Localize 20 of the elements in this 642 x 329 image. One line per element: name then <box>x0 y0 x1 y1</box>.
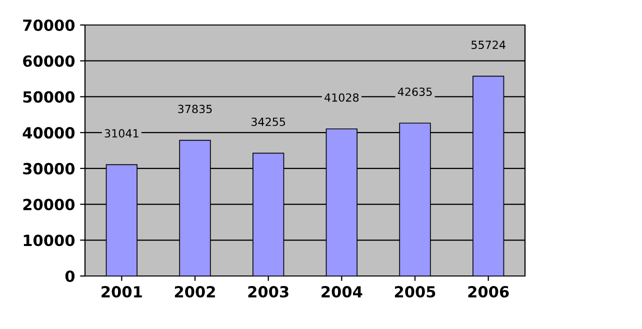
x-tick-label: 2003 <box>248 286 288 298</box>
data-label: 34255 <box>252 118 286 126</box>
data-label: 42635 <box>398 88 432 96</box>
data-label: 31041 <box>104 129 138 138</box>
y-tick-label: 60000 <box>23 55 75 67</box>
y-tick-label: 70000 <box>23 19 75 32</box>
x-tick-label: 2002 <box>174 286 215 298</box>
y-tick-label: 50000 <box>23 91 75 103</box>
y-tick-label: 30000 <box>23 162 75 174</box>
data-label: 41028 <box>324 93 359 102</box>
x-tick-label: 2004 <box>322 286 362 298</box>
x-tick-label: 2005 <box>394 286 436 298</box>
y-tick-label: 20000 <box>23 198 75 210</box>
data-label: 55724 <box>472 40 506 50</box>
y-tick-label: 0 <box>65 270 75 282</box>
y-tick-label: 10000 <box>24 234 75 246</box>
x-tick-label: 2001 <box>102 286 142 298</box>
y-tick-label: 40000 <box>22 127 75 139</box>
data-label: 37835 <box>178 104 212 114</box>
x-tick-label: 2006 <box>468 286 509 298</box>
